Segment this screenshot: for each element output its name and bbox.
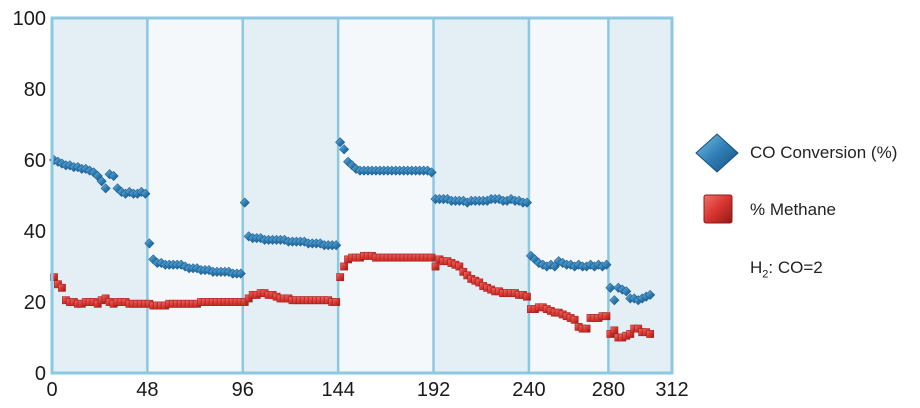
period-band — [242, 18, 339, 373]
co-conversion-point — [343, 156, 354, 167]
diamond-marker-icon — [695, 133, 739, 173]
x-tick-label: 96 — [232, 379, 254, 401]
y-tick-label: 20 — [24, 292, 46, 314]
methane-point — [646, 330, 655, 338]
co-conversion-point — [96, 176, 107, 187]
y-tick-label: 60 — [24, 150, 46, 172]
methane-point — [332, 298, 341, 306]
co-conversion-point — [239, 197, 250, 208]
x-tick-label: 312 — [655, 379, 688, 401]
co-conversion-point — [609, 295, 620, 306]
x-tick-label: 280 — [592, 379, 625, 401]
y-tick-label: 100 — [13, 8, 46, 30]
co-conversion-point — [148, 254, 159, 265]
x-tick-label: 0 — [46, 379, 57, 401]
methane-point — [602, 312, 611, 321]
period-band — [433, 18, 529, 373]
y-tick-label: 80 — [24, 79, 46, 101]
methane-point — [455, 262, 464, 271]
co-conversion-point — [100, 183, 111, 194]
methane-point — [336, 273, 345, 282]
co-conversion-point — [529, 254, 540, 265]
legend-item-co-conversion: CO Conversion (%) — [694, 132, 897, 174]
methane-point — [570, 315, 579, 324]
methane-point — [50, 273, 58, 282]
co-conversion-point — [140, 188, 151, 199]
period-band — [608, 18, 672, 373]
period-band — [338, 18, 434, 373]
methane-point — [582, 324, 591, 333]
x-axis: 0 48 96 144 192 240 280 312 — [46, 379, 688, 401]
co-conversion-point — [235, 268, 246, 279]
y-tick-label: 0 — [35, 363, 46, 385]
ratio-note-base: H — [750, 258, 763, 277]
ratio-note-subscript: 2 — [762, 268, 769, 281]
period-bands — [52, 18, 672, 373]
y-tick-label: 40 — [24, 221, 46, 243]
co-conversion-point — [605, 282, 616, 293]
co-conversion-point — [335, 137, 346, 148]
co-conversion-point — [645, 289, 656, 300]
x-tick-label: 48 — [136, 379, 158, 401]
co-conversion-point — [144, 238, 155, 249]
methane-point — [523, 292, 531, 301]
y-axis: 0 20 40 60 80 100 — [13, 8, 46, 385]
methane-point — [610, 326, 619, 335]
co-conversion-point — [108, 170, 119, 181]
series-methane — [50, 251, 655, 342]
legend-item-methane: % Methane — [694, 192, 836, 228]
methane-point — [427, 253, 436, 262]
series-layer — [48, 137, 656, 342]
ratio-note-rest: : CO=2 — [768, 258, 823, 277]
series-co-conversion — [48, 137, 656, 306]
methane-point — [340, 262, 349, 271]
x-tick-label: 192 — [417, 379, 450, 401]
methane-point — [58, 283, 66, 292]
co-conversion-point — [601, 259, 612, 270]
x-tick-label: 240 — [512, 379, 545, 401]
co-conversion-point — [621, 286, 632, 297]
methane-point — [626, 330, 635, 338]
ratio-note: H2: CO=2 — [750, 258, 823, 280]
period-band — [147, 18, 243, 373]
legend-label-co-conversion: CO Conversion (%) — [750, 143, 898, 162]
x-tick-label: 144 — [321, 379, 354, 401]
co-conversion-point — [525, 250, 536, 261]
co-conversion-point — [426, 167, 437, 178]
plot-border — [50, 16, 674, 375]
co-conversion-point — [339, 144, 350, 155]
legend-label-methane: % Methane — [750, 200, 836, 219]
co-conversion-point — [331, 240, 342, 251]
methane-point — [431, 262, 440, 271]
co-conversion-point — [521, 197, 532, 208]
square-marker-icon — [703, 194, 733, 224]
